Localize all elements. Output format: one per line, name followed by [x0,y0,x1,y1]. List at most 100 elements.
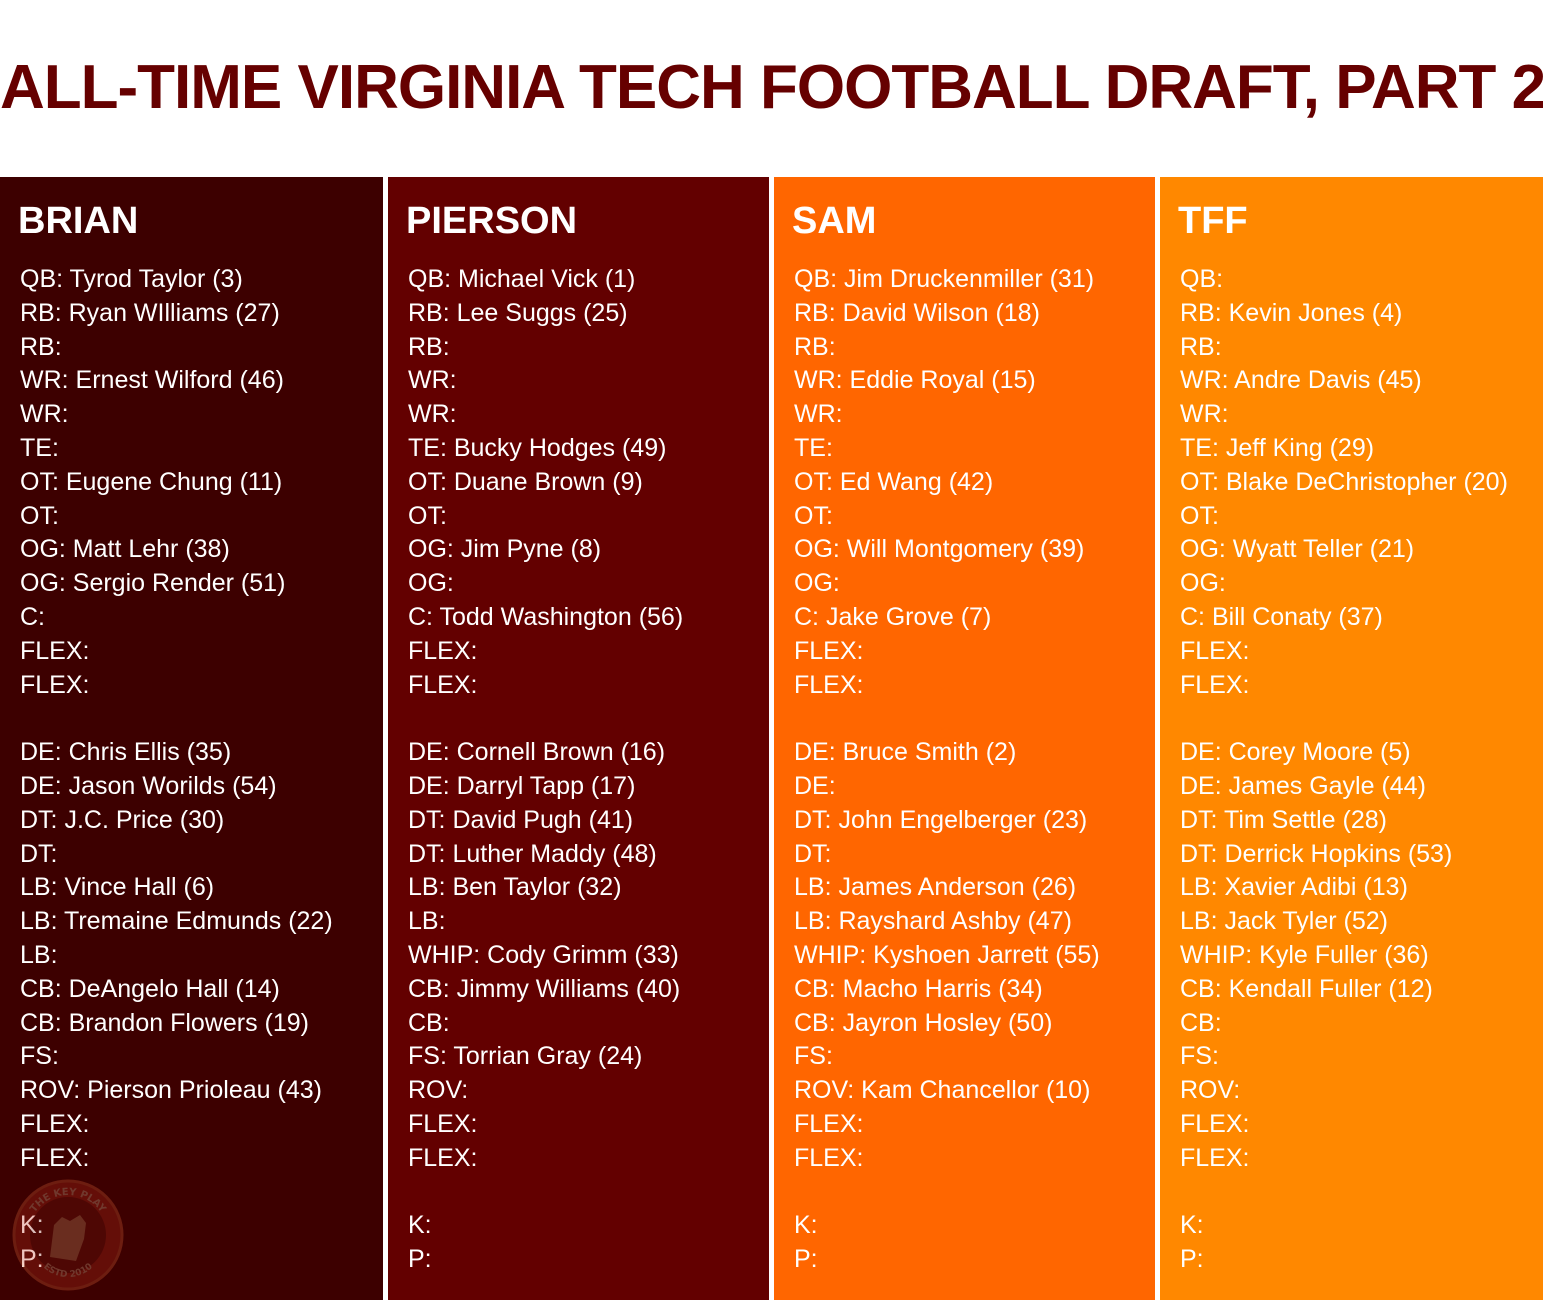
roster-slot: P: [794,1243,1151,1277]
roster-slot: OG: [794,567,1151,601]
roster-slot: DE: Darryl Tapp (17) [408,770,765,804]
roster-slot: RB: [20,331,379,365]
roster-slot: DE: Corey Moore (5) [1180,736,1539,770]
roster-slot: FS: [20,1040,379,1074]
roster-slot: WR: [794,398,1151,432]
roster-slot: LB: [20,939,379,973]
roster-slot: RB: [1180,331,1539,365]
roster-slot: FLEX: [20,635,379,669]
roster-slot: FLEX: [794,635,1151,669]
roster-slot: OG: [408,567,765,601]
roster-slot: LB: Jack Tyler (52) [1180,905,1539,939]
roster-list: QB: Michael Vick (1) RB: Lee Suggs (25) RB… [408,263,765,1277]
roster-slot: DE: Bruce Smith (2) [794,736,1151,770]
roster-list: QB: Tyrod Taylor (3) RB: Ryan WIlliams (2… [20,263,379,1277]
roster-slot: TE: Jeff King (29) [1180,432,1539,466]
roster-slot: DT: Tim Settle (28) [1180,804,1539,838]
roster-slot: LB: Tremaine Edmunds (22) [20,905,379,939]
roster-slot: RB: [408,331,765,365]
section-spacer [1180,702,1539,736]
roster-slot: FLEX: [794,1142,1151,1176]
roster-slot: DT: [794,838,1151,872]
roster-slot: RB: [794,331,1151,365]
section-spacer [20,702,379,736]
roster-slot: CB: Macho Harris (34) [794,973,1151,1007]
roster-slot: WHIP: Kyshoen Jarrett (55) [794,939,1151,973]
roster-slot: C: Jake Grove (7) [794,601,1151,635]
roster-slot: DE: Chris Ellis (35) [20,736,379,770]
roster-slot: FS: [794,1040,1151,1074]
roster-slot: WHIP: Kyle Fuller (36) [1180,939,1539,973]
roster-slot: DT: David Pugh (41) [408,804,765,838]
roster-slot: WHIP: Cody Grimm (33) [408,939,765,973]
roster-slot: OG: Matt Lehr (38) [20,533,379,567]
column-pierson: PIERSON QB: Michael Vick (1) RB: Lee Sugg… [388,177,769,1300]
roster-slot: TE: Bucky Hodges (49) [408,432,765,466]
roster-slot: K: [794,1209,1151,1243]
roster-slot: LB: James Anderson (26) [794,871,1151,905]
roster-slot: FLEX: [408,1142,765,1176]
roster-slot: OT: Blake DeChristopher (20) [1180,466,1539,500]
roster-slot: OT: [408,500,765,534]
roster-slot: FLEX: [794,1108,1151,1142]
roster-slot: FLEX: [408,669,765,703]
roster-slot: CB: Brandon Flowers (19) [20,1007,379,1041]
roster-slot: WR: [20,398,379,432]
roster-slot: OG: [1180,567,1539,601]
roster-slot: OT: Ed Wang (42) [794,466,1151,500]
roster-slot: OG: Will Montgomery (39) [794,533,1151,567]
roster-slot: FLEX: [1180,635,1539,669]
roster-slot: ROV: Kam Chancellor (10) [794,1074,1151,1108]
column-tff: TFF QB: RB: Kevin Jones (4) RB: WR: Andre D… [1160,177,1543,1300]
roster-slot: DT: John Engelberger (23) [794,804,1151,838]
roster-slot: RB: Ryan WIlliams (27) [20,297,379,331]
roster-slot: FLEX: [20,1142,379,1176]
roster-slot: K: [408,1209,765,1243]
roster-slot: TE: [794,432,1151,466]
roster-slot: OG: Wyatt Teller (21) [1180,533,1539,567]
roster-slot: QB: Jim Druckenmiller (31) [794,263,1151,297]
roster-slot: FLEX: [20,669,379,703]
the-key-play-logo-icon: THE KEY PLAY ESTD 2010 [10,1177,126,1293]
roster-slot: FLEX: [1180,1142,1539,1176]
roster-slot: LB: Vince Hall (6) [20,871,379,905]
roster-slot: DE: [794,770,1151,804]
roster-slot: RB: Kevin Jones (4) [1180,297,1539,331]
roster-slot: OT: Duane Brown (9) [408,466,765,500]
roster-slot: WR: Ernest Wilford (46) [20,364,379,398]
roster-slot: RB: Lee Suggs (25) [408,297,765,331]
roster-slot: OT: [20,500,379,534]
roster-slot: RB: David Wilson (18) [794,297,1151,331]
roster-slot: FS: Torrian Gray (24) [408,1040,765,1074]
column-heading: BRIAN [18,199,138,243]
roster-slot: CB: Jimmy Williams (40) [408,973,765,1007]
roster-slot: QB: Tyrod Taylor (3) [20,263,379,297]
roster-slot: OT: [1180,500,1539,534]
section-spacer [794,1176,1151,1210]
roster-slot: QB: Michael Vick (1) [408,263,765,297]
roster-slot: TE: [20,432,379,466]
roster-slot: C: Bill Conaty (37) [1180,601,1539,635]
roster-slot: WR: [408,398,765,432]
roster-slot: QB: [1180,263,1539,297]
roster-slot: DE: Cornell Brown (16) [408,736,765,770]
roster-slot: DT: Derrick Hopkins (53) [1180,838,1539,872]
roster-slot: ROV: [408,1074,765,1108]
column-heading: TFF [1178,199,1248,243]
roster-slot: CB: DeAngelo Hall (14) [20,973,379,1007]
roster-list: QB: RB: Kevin Jones (4) RB: WR: Andre Davis… [1180,263,1539,1277]
roster-slot: FLEX: [1180,1108,1539,1142]
roster-slot: CB: Kendall Fuller (12) [1180,973,1539,1007]
roster-slot: DE: Jason Worilds (54) [20,770,379,804]
roster-slot: FLEX: [1180,669,1539,703]
roster-list: QB: Jim Druckenmiller (31) RB: David Wils… [794,263,1151,1277]
roster-slot: DE: James Gayle (44) [1180,770,1539,804]
roster-slot: OG: Jim Pyne (8) [408,533,765,567]
roster-slot: OT: Eugene Chung (11) [20,466,379,500]
roster-slot: LB: Ben Taylor (32) [408,871,765,905]
roster-slot: WR: [408,364,765,398]
roster-slot: DT: J.C. Price (30) [20,804,379,838]
column-heading: SAM [792,199,876,243]
roster-slot: LB: [408,905,765,939]
roster-slot: FLEX: [408,1108,765,1142]
